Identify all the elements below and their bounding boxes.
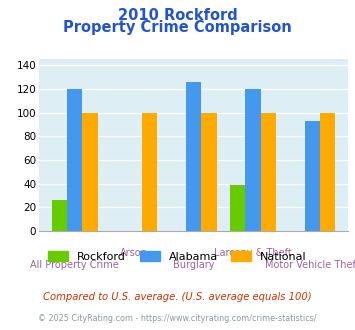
Bar (51, 200, 67, 231)
Bar (142, 113, 157, 231)
Bar (305, 121, 320, 231)
Text: All Property Crime: All Property Crime (30, 260, 119, 270)
Text: Burglary: Burglary (173, 260, 214, 270)
Text: Compared to U.S. average. (U.S. average equals 100): Compared to U.S. average. (U.S. average … (43, 292, 312, 302)
Bar (186, 82, 201, 231)
Text: Motor Vehicle Theft: Motor Vehicle Theft (265, 260, 355, 270)
Bar (261, 113, 276, 231)
Bar (67, 89, 82, 231)
Text: 2010 Rockford: 2010 Rockford (118, 8, 237, 23)
Bar (201, 113, 217, 231)
Text: © 2025 CityRating.com - https://www.cityrating.com/crime-statistics/: © 2025 CityRating.com - https://www.city… (38, 314, 317, 323)
Bar (230, 185, 245, 231)
Text: Property Crime Comparison: Property Crime Comparison (63, 20, 292, 35)
Text: Larceny & Theft: Larceny & Theft (214, 248, 292, 258)
Bar (245, 89, 261, 231)
Legend: Rockford, Alabama, National: Rockford, Alabama, National (44, 247, 311, 267)
Bar (82, 113, 98, 231)
Bar (320, 113, 335, 231)
Text: Arson: Arson (120, 248, 148, 258)
